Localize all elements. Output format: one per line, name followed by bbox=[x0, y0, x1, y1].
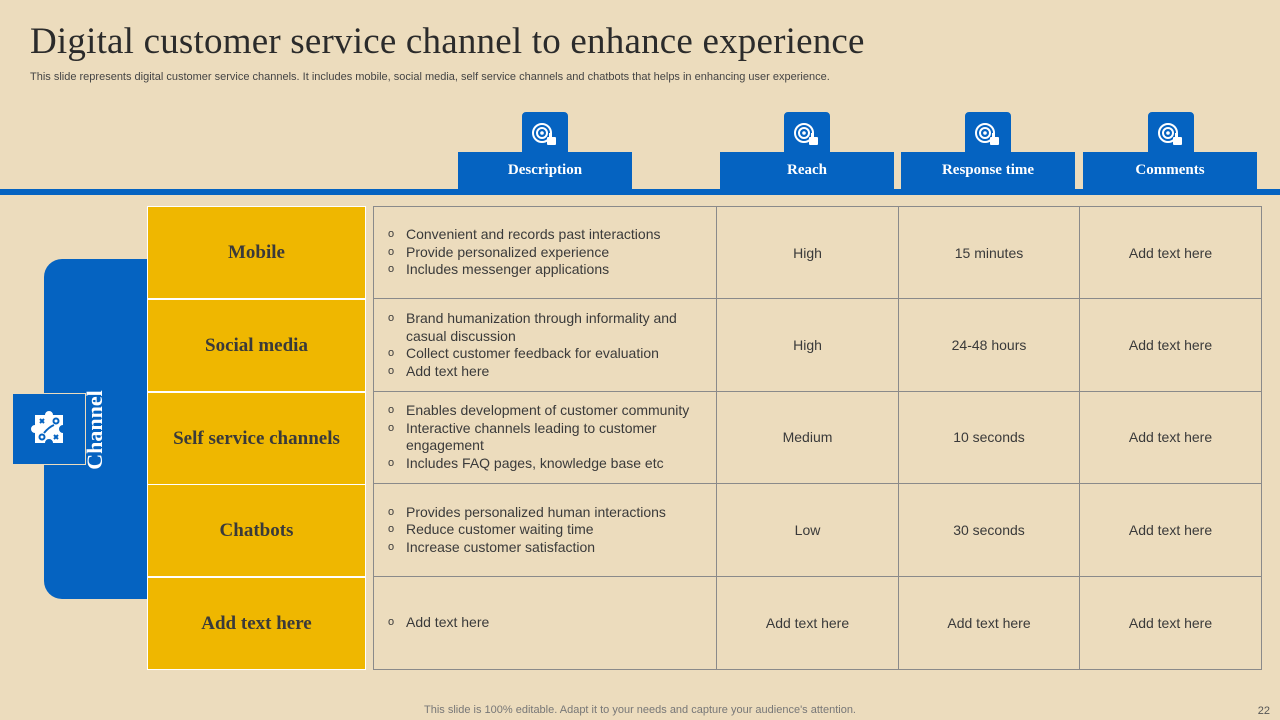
description-item: Convenient and records past interactions bbox=[388, 226, 660, 244]
column-header-comments: Comments bbox=[1083, 152, 1257, 189]
description-list: Add text here bbox=[388, 614, 489, 632]
channel-cell-mobile: Mobile bbox=[147, 206, 366, 299]
column-header-description: Description bbox=[458, 152, 632, 189]
response-time-cell: 30 seconds bbox=[899, 484, 1080, 577]
description-item: Interactive channels leading to customer… bbox=[388, 420, 708, 455]
channel-cell-self-service: Self service channels bbox=[147, 392, 366, 485]
description-item: Brand humanization through informality a… bbox=[388, 310, 708, 345]
column-header-reach: Reach bbox=[720, 152, 894, 189]
column-header-response-time: Response time bbox=[901, 152, 1075, 189]
description-item: Provides personalized human interactions bbox=[388, 504, 666, 522]
comments-cell: Add text here bbox=[1080, 392, 1261, 485]
reach-cell: High bbox=[717, 207, 899, 300]
description-item: Add text here bbox=[388, 363, 708, 381]
response-time-cell: 10 seconds bbox=[899, 391, 1080, 485]
description-cell: Add text here bbox=[374, 576, 717, 669]
page-title: Digital customer service channel to enha… bbox=[30, 21, 865, 62]
response-time-cell: Add text here bbox=[899, 576, 1080, 669]
description-cell: Convenient and records past interactions… bbox=[374, 207, 717, 300]
description-item: Collect customer feedback for evaluation bbox=[388, 345, 708, 363]
target-thumbs-up-icon bbox=[520, 110, 570, 160]
page-subtitle: This slide represents digital customer s… bbox=[30, 71, 830, 83]
footer-note: This slide is 100% editable. Adapt it to… bbox=[424, 704, 856, 716]
channel-cell-add-text: Add text here bbox=[147, 577, 366, 670]
target-thumbs-up-icon bbox=[963, 110, 1013, 160]
reach-cell: Low bbox=[717, 484, 899, 577]
description-cell: Provides personalized human interactions… bbox=[374, 484, 717, 577]
description-item: Enables development of customer communit… bbox=[388, 402, 708, 420]
description-item: Provide personalized experience bbox=[388, 244, 660, 262]
description-list: Convenient and records past interactions… bbox=[388, 226, 660, 279]
channel-cell-social-media: Social media bbox=[147, 299, 366, 392]
description-list: Brand humanization through informality a… bbox=[388, 310, 708, 380]
description-item: Add text here bbox=[388, 614, 489, 632]
description-item: Reduce customer waiting time bbox=[388, 521, 666, 539]
description-cell: Brand humanization through informality a… bbox=[374, 299, 717, 392]
reach-cell: Add text here bbox=[717, 576, 899, 669]
description-list: Provides personalized human interactions… bbox=[388, 504, 666, 557]
description-item: Increase customer satisfaction bbox=[388, 539, 666, 557]
response-time-cell: 24-48 hours bbox=[899, 299, 1080, 392]
target-thumbs-up-icon bbox=[1146, 110, 1196, 160]
channel-cell-chatbots: Chatbots bbox=[147, 484, 366, 577]
reach-cell: Medium bbox=[717, 391, 899, 485]
header-divider-line bbox=[0, 189, 1280, 195]
comments-cell: Add text here bbox=[1080, 299, 1261, 392]
strategy-puzzle-icon bbox=[12, 393, 86, 465]
description-cell: Enables development of customer communit… bbox=[374, 391, 717, 485]
comments-cell: Add text here bbox=[1128, 614, 1213, 631]
description-item: Includes FAQ pages, knowledge base etc bbox=[388, 455, 708, 473]
page-number: 22 bbox=[1257, 705, 1270, 717]
response-time-cell: 15 minutes bbox=[899, 207, 1080, 300]
description-item: Includes messenger applications bbox=[388, 261, 660, 279]
comments-cell: Add text here bbox=[1080, 207, 1261, 300]
description-list: Enables development of customer communit… bbox=[388, 402, 708, 472]
reach-cell: High bbox=[717, 299, 899, 392]
target-thumbs-up-icon bbox=[782, 110, 832, 160]
channel-table: Convenient and records past interactions… bbox=[373, 206, 1262, 670]
comments-cell: Add text here bbox=[1080, 484, 1261, 577]
